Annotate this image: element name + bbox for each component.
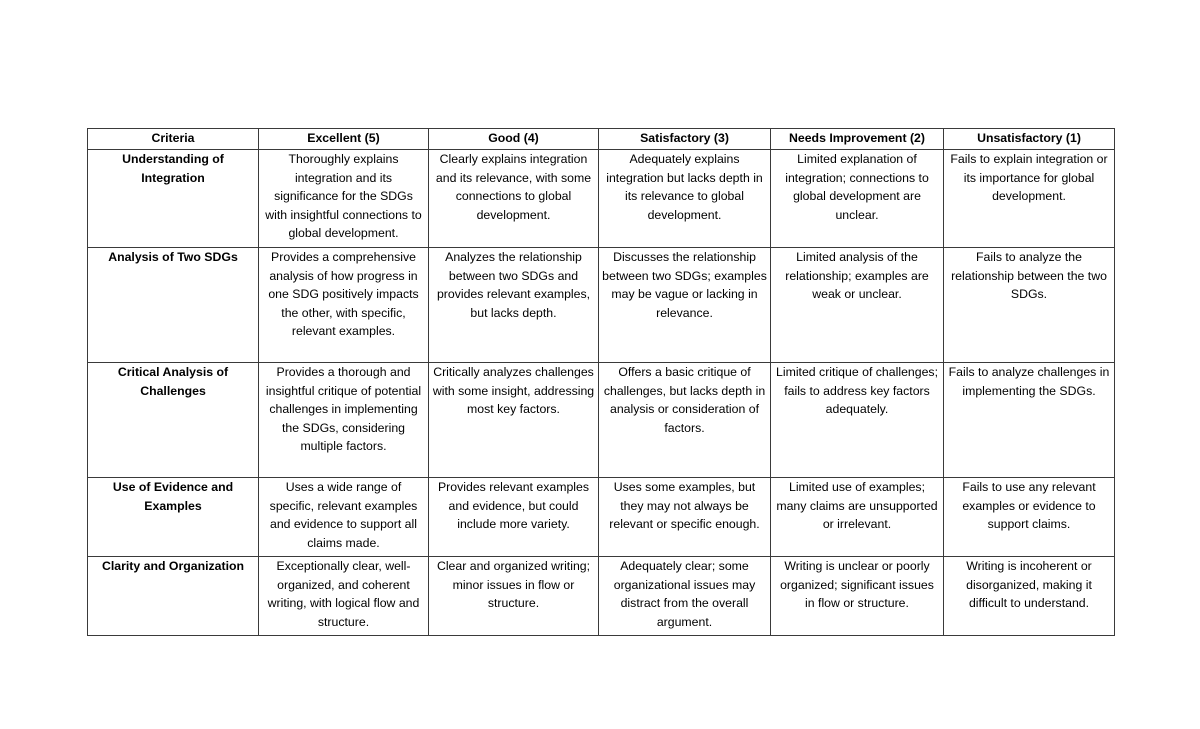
rubric-cell: Clear and organized writing; minor issue…: [428, 556, 599, 636]
table-body: Understanding of Integration Thoroughly …: [87, 149, 1115, 636]
rubric-table: Criteria Excellent (5) Good (4) Satisfac…: [87, 128, 1115, 636]
rubric-cell: Provides a comprehensive analysis of how…: [258, 247, 429, 363]
column-header-needs-improvement: Needs Improvement (2): [770, 128, 944, 150]
rubric-cell: Writing is unclear or poorly organized; …: [770, 556, 944, 636]
column-header-excellent: Excellent (5): [258, 128, 429, 150]
criterion-label: Clarity and Organization: [87, 556, 259, 636]
criterion-label: Critical Analysis of Challenges: [87, 362, 259, 478]
table-header: Criteria Excellent (5) Good (4) Satisfac…: [87, 128, 1115, 150]
rubric-cell: Fails to use any relevant examples or ev…: [943, 477, 1115, 557]
rubric-cell: Offers a basic critique of challenges, b…: [598, 362, 771, 478]
rubric-cell: Uses some examples, but they may not alw…: [598, 477, 771, 557]
rubric-cell: Discusses the relationship between two S…: [598, 247, 771, 363]
rubric-cell: Uses a wide range of specific, relevant …: [258, 477, 429, 557]
rubric-cell: Exceptionally clear, well-organized, and…: [258, 556, 429, 636]
rubric-cell: Adequately explains integration but lack…: [598, 149, 771, 248]
rubric-cell: Limited analysis of the relationship; ex…: [770, 247, 944, 363]
table-row: Use of Evidence and Examples Uses a wide…: [87, 477, 1115, 557]
rubric-cell: Adequately clear; some organizational is…: [598, 556, 771, 636]
table-header-row: Criteria Excellent (5) Good (4) Satisfac…: [87, 128, 1115, 150]
rubric-cell: Provides a thorough and insightful criti…: [258, 362, 429, 478]
column-header-good: Good (4): [428, 128, 599, 150]
rubric-cell: Clearly explains integration and its rel…: [428, 149, 599, 248]
rubric-cell: Fails to analyze the relationship betwee…: [943, 247, 1115, 363]
table-row: Analysis of Two SDGs Provides a comprehe…: [87, 247, 1115, 363]
rubric-container: Criteria Excellent (5) Good (4) Satisfac…: [87, 128, 1115, 636]
rubric-cell: Thoroughly explains integration and its …: [258, 149, 429, 248]
rubric-cell: Provides relevant examples and evidence,…: [428, 477, 599, 557]
criterion-label: Understanding of Integration: [87, 149, 259, 248]
table-row: Critical Analysis of Challenges Provides…: [87, 362, 1115, 478]
column-header-unsatisfactory: Unsatisfactory (1): [943, 128, 1115, 150]
rubric-cell: Limited critique of challenges; fails to…: [770, 362, 944, 478]
column-header-satisfactory: Satisfactory (3): [598, 128, 771, 150]
rubric-cell: Writing is incoherent or disorganized, m…: [943, 556, 1115, 636]
table-row: Understanding of Integration Thoroughly …: [87, 149, 1115, 248]
criterion-label: Analysis of Two SDGs: [87, 247, 259, 363]
rubric-cell: Limited use of examples; many claims are…: [770, 477, 944, 557]
criterion-label: Use of Evidence and Examples: [87, 477, 259, 557]
rubric-cell: Critically analyzes challenges with some…: [428, 362, 599, 478]
rubric-cell: Analyzes the relationship between two SD…: [428, 247, 599, 363]
rubric-cell: Fails to explain integration or its impo…: [943, 149, 1115, 248]
rubric-cell: Fails to analyze challenges in implement…: [943, 362, 1115, 478]
table-row: Clarity and Organization Exceptionally c…: [87, 556, 1115, 636]
rubric-cell: Limited explanation of integration; conn…: [770, 149, 944, 248]
column-header-criteria: Criteria: [87, 128, 259, 150]
